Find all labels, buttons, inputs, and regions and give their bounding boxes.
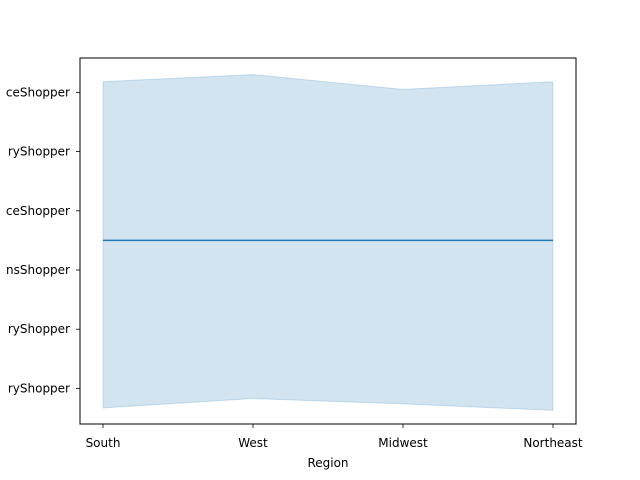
y-axis-ticks: ceShopper ryShopper ceShopper nsShopper rySh… [6,85,80,395]
y-tick-label: ryShopper [8,145,70,159]
y-tick-label: ryShopper [8,381,70,395]
x-tick-label: South [86,436,121,450]
y-tick-label: ceShopper [6,85,70,99]
y-tick-label: ryShopper [8,322,70,336]
x-axis-ticks: South West Midwest Northeast [86,424,583,450]
plot-area-frame [79,57,577,425]
confidence-band-layer [102,74,554,411]
x-tick-label: Midwest [378,436,428,450]
y-tick-label: nsShopper [6,263,70,277]
y-tick-label: ceShopper [6,204,70,218]
x-axis-label: Region [307,456,348,470]
confidence-band [102,74,554,411]
x-tick-label: Northeast [523,436,583,450]
x-tick-label: West [238,436,268,450]
